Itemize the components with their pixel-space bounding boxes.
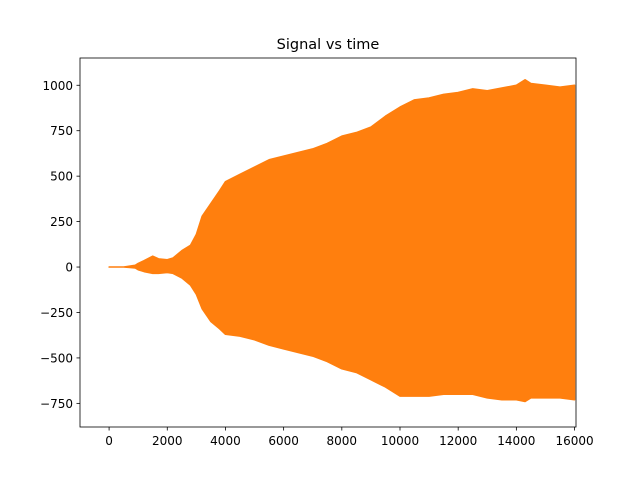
x-tick-label: 12000: [439, 434, 477, 448]
y-tick-label: 500: [50, 170, 73, 184]
plot-area: [108, 79, 576, 403]
axes: 0 2000 4000 6000 8000 10000 12000 14000 16000−75…: [40, 57, 594, 448]
axes-frame: [79, 57, 577, 428]
y-tick-label: 750: [50, 124, 73, 138]
y-tick-label: −250: [40, 306, 73, 320]
y-tick-label: 1000: [42, 79, 73, 93]
y-tick-label: 0: [65, 261, 73, 275]
x-tick-label: 4000: [210, 434, 241, 448]
x-tick-label: 14000: [497, 434, 535, 448]
x-tick-label: 6000: [268, 434, 299, 448]
x-tick-label: 16000: [555, 434, 593, 448]
series-0-signal-area: [108, 79, 576, 403]
y-tick-label: −500: [40, 351, 73, 365]
x-tick-label: 10000: [381, 434, 419, 448]
x-tick-label: 2000: [152, 434, 183, 448]
y-tick-label: −750: [40, 397, 73, 411]
x-tick-label: 0: [105, 434, 113, 448]
x-tick-label: 8000: [327, 434, 358, 448]
y-tick-label: 250: [50, 215, 73, 229]
chart-title: Signal vs time: [277, 37, 380, 53]
